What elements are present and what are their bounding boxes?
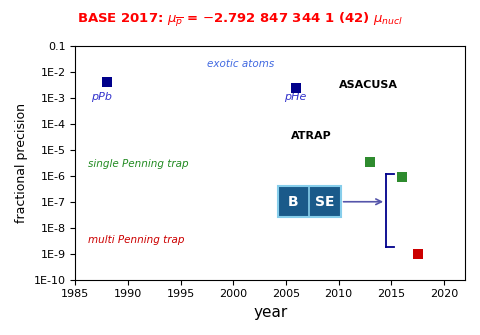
Text: SE: SE: [315, 195, 335, 209]
Point: [293, 86, 300, 91]
Text: pPb: pPb: [91, 92, 112, 102]
Text: B: B: [288, 195, 299, 209]
Text: ASACUSA: ASACUSA: [338, 80, 397, 90]
Text: BASE 2017: $\mu_{\overline{p}}$ = $-$2.792 847 344 1 (42) $\mu_{nucl}$: BASE 2017: $\mu_{\overline{p}}$ = $-$2.7…: [77, 10, 403, 28]
Text: pHe: pHe: [284, 92, 306, 102]
Point: [366, 159, 374, 164]
Point: [398, 174, 406, 180]
Text: exotic atoms: exotic atoms: [207, 59, 274, 69]
Text: multi Penning trap: multi Penning trap: [88, 236, 184, 246]
Point: [103, 79, 111, 85]
Y-axis label: fractional precision: fractional precision: [15, 103, 28, 223]
Text: single Penning trap: single Penning trap: [88, 159, 189, 169]
Bar: [277, 186, 341, 217]
Point: [414, 251, 421, 256]
Text: ATRAP: ATRAP: [291, 131, 332, 141]
X-axis label: year: year: [253, 305, 287, 320]
